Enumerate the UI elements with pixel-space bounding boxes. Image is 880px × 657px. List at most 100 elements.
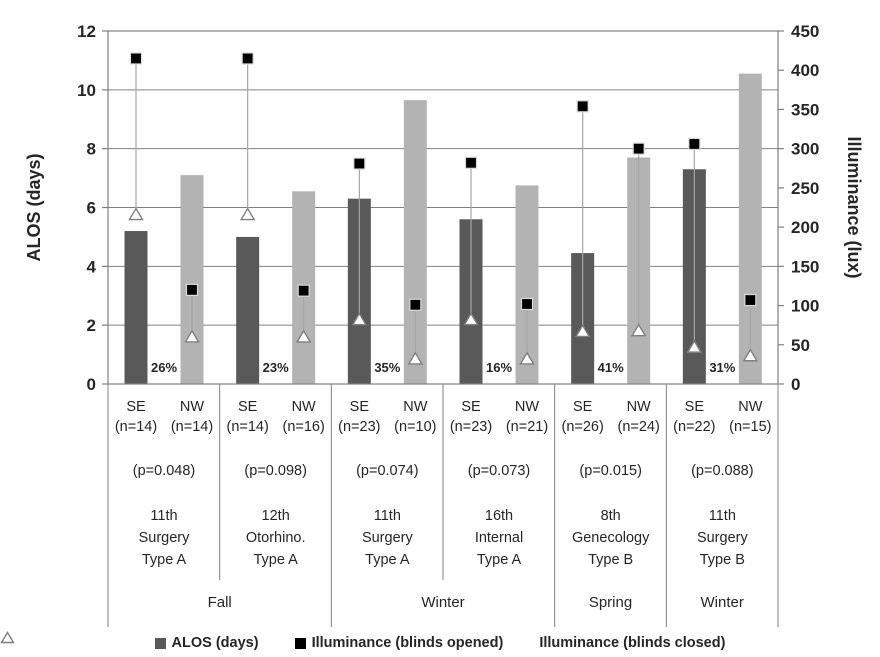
left-axis-tick-label: 6: [87, 199, 96, 218]
left-axis-tick-label: 10: [77, 81, 96, 100]
department-label-line: Type A: [142, 552, 187, 568]
department-label-line: 12th: [262, 508, 290, 524]
chart-legend: ALOS (days) Illuminance (blinds opened) …: [0, 631, 880, 655]
blinds-opened-marker: [185, 283, 199, 296]
season-label: Winter: [700, 594, 743, 611]
department-label-line: Internal: [475, 530, 523, 546]
right-axis-tick-label: 400: [791, 61, 819, 80]
bar-alos-nw: [180, 175, 204, 384]
p-value-label: (p=0.088): [691, 463, 753, 479]
sample-size-label: (n=14): [171, 419, 213, 435]
p-value-label: (p=0.098): [244, 463, 306, 479]
right-axis-tick-label: 150: [791, 257, 819, 276]
blinds-closed-marker: [686, 339, 703, 353]
orientation-label: SE: [350, 399, 370, 415]
left-axis-tick-label: 4: [87, 257, 97, 276]
blinds-closed-swatch-icon: [0, 631, 15, 644]
bar-alos-nw: [738, 73, 762, 384]
blinds-opened-swatch-icon: [294, 637, 306, 649]
blinds-closed-marker: [295, 329, 312, 343]
right-axis-tick-label: 350: [791, 100, 819, 119]
sample-size-label: (n=26): [562, 419, 604, 435]
blinds-opened-marker: [688, 137, 701, 151]
blinds-closed-marker: [574, 324, 591, 338]
reduction-pct-label: 26%: [151, 360, 177, 375]
department-label-line: Otorhino.: [246, 530, 306, 546]
bar-alos-nw: [403, 100, 427, 385]
orientation-label: SE: [238, 399, 258, 415]
right-axis-tick-label: 0: [791, 375, 800, 394]
orientation-label: NW: [738, 399, 762, 415]
department-label-line: Surgery: [139, 530, 191, 546]
blinds-closed-marker: [128, 207, 144, 221]
right-axis-tick-label: 200: [791, 218, 819, 237]
season-label: Spring: [589, 594, 632, 611]
orientation-label: NW: [403, 399, 427, 415]
sample-size-label: (n=24): [618, 419, 660, 435]
left-axis-tick-label: 2: [87, 316, 96, 335]
left-axis-tick-label: 0: [87, 375, 96, 394]
reduction-pct-label: 16%: [486, 360, 512, 375]
department-label-line: Surgery: [697, 530, 749, 546]
right-axis-tick-label: 250: [791, 179, 819, 198]
legend-label-blinds-closed: Illuminance (blinds closed): [539, 635, 726, 651]
blinds-closed-marker: [630, 323, 647, 337]
department-label-line: 11th: [150, 508, 177, 524]
blinds-closed-marker: [463, 312, 479, 326]
department-label-line: Type A: [365, 552, 410, 568]
left-axis-tick-label: 8: [87, 140, 96, 159]
blinds-closed-marker: [742, 348, 759, 362]
blinds-opened-marker: [297, 284, 310, 297]
right-axis-tick-label: 100: [791, 297, 819, 316]
legend-item-alos: ALOS (days): [154, 635, 259, 651]
bar-alos-se: [124, 231, 148, 384]
sample-size-label: (n=14): [115, 419, 157, 435]
orientation-label: NW: [292, 399, 316, 415]
p-value-label: (p=0.015): [579, 463, 641, 479]
blinds-closed-marker: [239, 207, 256, 221]
department-label-line: Type B: [588, 552, 633, 568]
blinds-opened-marker: [241, 52, 254, 65]
reduction-pct-label: 35%: [374, 360, 400, 375]
blinds-opened-marker: [576, 100, 589, 113]
sample-size-label: (n=23): [450, 419, 492, 435]
department-label-line: 8th: [601, 508, 621, 524]
right-axis-title: Illuminance (lux): [844, 136, 864, 278]
department-label-line: Type A: [253, 552, 298, 568]
right-axis-tick-label: 50: [791, 336, 810, 355]
p-value-label: (p=0.048): [133, 463, 195, 479]
department-label-line: Type B: [700, 552, 745, 568]
orientation-label: NW: [180, 399, 204, 415]
sample-size-label: (n=15): [729, 419, 771, 435]
sample-size-label: (n=21): [506, 419, 548, 435]
bar-alos-nw: [515, 185, 539, 384]
blinds-opened-marker: [464, 156, 478, 169]
orientation-label: NW: [515, 399, 539, 415]
sample-size-label: (n=23): [338, 419, 380, 435]
blinds-closed-marker: [184, 329, 200, 343]
season-label: Winter: [421, 594, 464, 611]
alos-swatch-icon: [154, 637, 166, 649]
department-label-line: Genecology: [572, 530, 650, 546]
reduction-pct-label: 41%: [598, 360, 624, 375]
sample-size-label: (n=22): [673, 419, 715, 435]
department-label-line: 11th: [374, 508, 401, 524]
blinds-opened-marker: [520, 297, 534, 311]
p-value-label: (p=0.073): [468, 463, 530, 479]
right-axis-tick-label: 450: [791, 22, 819, 41]
blinds-opened-marker: [353, 157, 366, 170]
left-axis-tick-label: 12: [77, 22, 96, 41]
left-axis-title: ALOS (days): [24, 153, 44, 261]
blinds-opened-marker: [409, 298, 422, 311]
legend-label-alos: ALOS (days): [171, 635, 259, 651]
blinds-closed-marker: [407, 351, 424, 365]
orientation-label: NW: [627, 399, 651, 415]
department-label-line: Surgery: [362, 530, 414, 546]
orientation-label: SE: [461, 399, 481, 415]
sample-size-label: (n=10): [394, 419, 436, 435]
season-label: Fall: [208, 594, 232, 611]
sample-size-label: (n=14): [227, 419, 269, 435]
department-label-line: 11th: [709, 508, 736, 524]
reduction-pct-label: 31%: [709, 360, 735, 375]
